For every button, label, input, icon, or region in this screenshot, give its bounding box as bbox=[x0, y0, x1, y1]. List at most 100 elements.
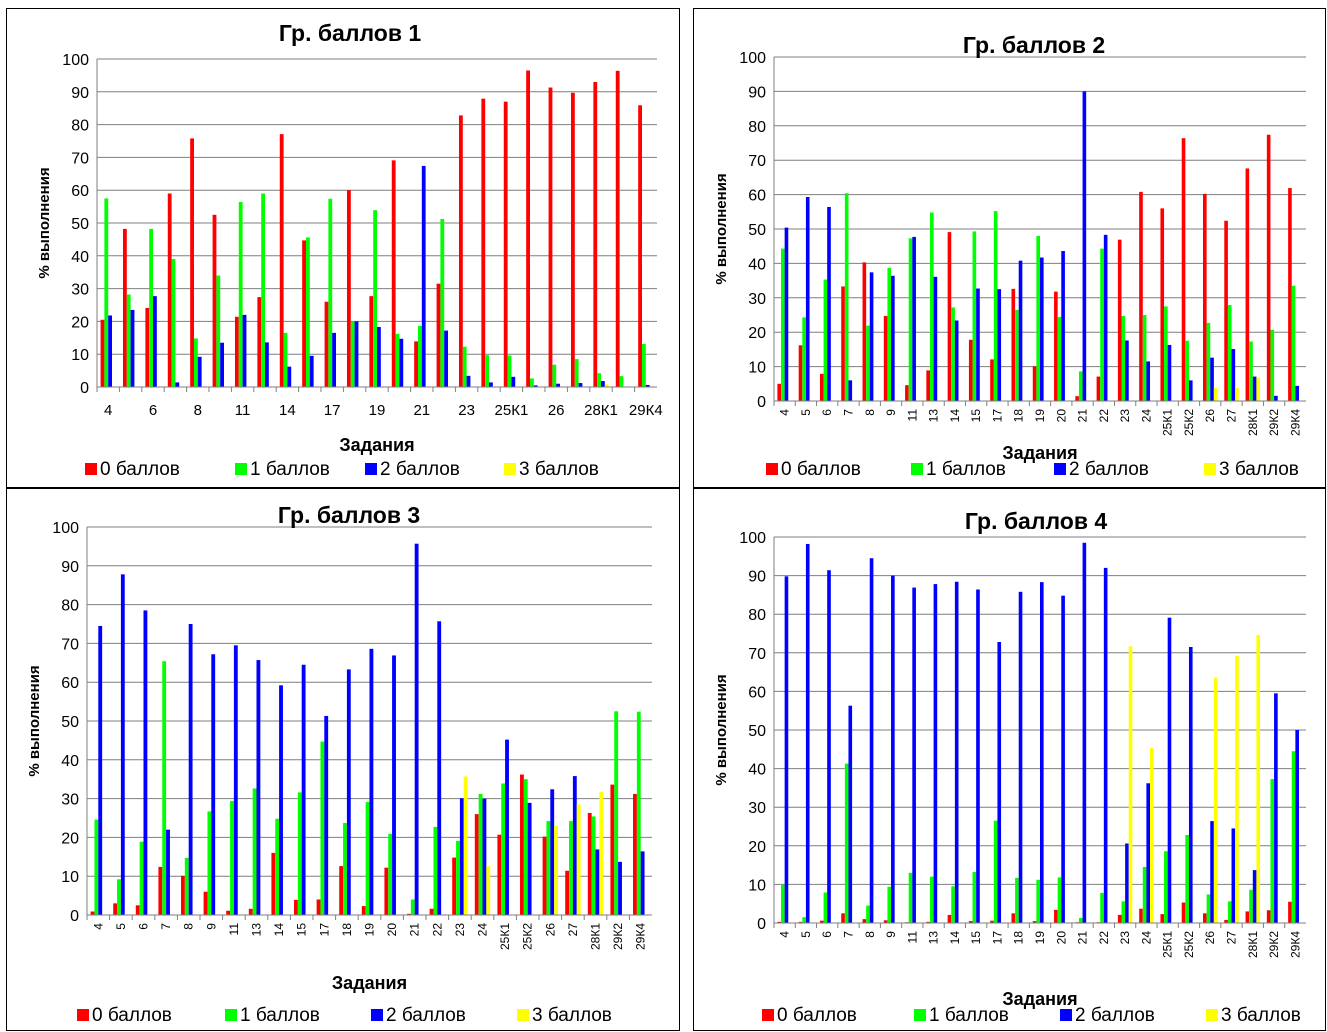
bar bbox=[230, 800, 234, 915]
bar bbox=[599, 792, 604, 915]
bar bbox=[190, 138, 194, 387]
bar bbox=[926, 921, 930, 923]
x-tick-label: 15 bbox=[969, 931, 983, 945]
x-tick-label: 25К1 bbox=[495, 402, 529, 419]
bar bbox=[1206, 894, 1211, 923]
bar bbox=[437, 621, 442, 915]
legend-label: 3 баллов bbox=[1221, 1005, 1301, 1026]
bar bbox=[569, 821, 573, 915]
bar bbox=[990, 920, 994, 923]
chart-4: 0 10 20 30 40 50 60 70 80 90 100 4 5 6 7 8 9 11 13 14 15 17 18… bbox=[713, 508, 1306, 1026]
bar bbox=[1011, 288, 1016, 401]
bar bbox=[184, 857, 189, 915]
bar bbox=[591, 816, 596, 915]
bar bbox=[929, 212, 934, 401]
bar bbox=[1231, 349, 1236, 401]
bar bbox=[1100, 892, 1104, 923]
bar bbox=[388, 833, 393, 915]
bar bbox=[1057, 877, 1062, 923]
bar bbox=[802, 917, 806, 923]
x-tick-label: 24 bbox=[1139, 409, 1153, 423]
bar bbox=[1256, 635, 1261, 923]
chart-title: Гр. баллов 4 bbox=[965, 508, 1107, 534]
bar bbox=[819, 373, 824, 401]
bar bbox=[485, 355, 489, 387]
bar bbox=[283, 332, 288, 387]
x-tick-label: 25К1 bbox=[1161, 931, 1175, 958]
x-tick-label: 15 bbox=[295, 923, 309, 937]
bar bbox=[997, 289, 1002, 401]
y-axis-label: % выполнения bbox=[713, 173, 730, 284]
y-tick-label: 0 bbox=[757, 394, 766, 411]
bar bbox=[883, 920, 888, 923]
x-tick-label: 18 bbox=[340, 923, 354, 937]
bar bbox=[220, 342, 225, 387]
x-tick-label: 11 bbox=[905, 931, 919, 944]
bar bbox=[968, 921, 973, 923]
bar bbox=[301, 664, 306, 915]
bar bbox=[332, 332, 337, 387]
bar bbox=[463, 776, 468, 915]
bar bbox=[1103, 567, 1108, 923]
bar bbox=[947, 914, 952, 923]
bar bbox=[619, 376, 624, 387]
bar bbox=[972, 872, 977, 923]
bar bbox=[1224, 220, 1228, 401]
bar bbox=[440, 219, 445, 387]
y-tick-label: 20 bbox=[748, 325, 766, 342]
bar bbox=[1015, 877, 1019, 923]
x-tick-label: 14 bbox=[948, 409, 962, 423]
x-tick-label: 28К1 bbox=[1246, 931, 1260, 958]
bar bbox=[1164, 306, 1168, 401]
bar bbox=[1245, 168, 1250, 401]
bar bbox=[908, 872, 913, 923]
bar bbox=[1078, 371, 1083, 401]
bar bbox=[407, 913, 411, 915]
bar bbox=[126, 294, 131, 387]
y-tick-label: 10 bbox=[748, 877, 766, 894]
bar bbox=[143, 610, 148, 915]
bar bbox=[149, 228, 153, 387]
bar bbox=[158, 866, 163, 915]
bar bbox=[1054, 909, 1058, 923]
x-tick-label: 23 bbox=[453, 923, 467, 937]
bar bbox=[1266, 910, 1271, 923]
bar bbox=[527, 802, 532, 915]
bar bbox=[354, 321, 359, 387]
x-tick-label: 13 bbox=[927, 409, 941, 423]
bar bbox=[610, 784, 615, 915]
bar bbox=[145, 307, 150, 387]
x-axis-label: Задания bbox=[1002, 989, 1077, 1009]
bar bbox=[1167, 344, 1172, 401]
x-tick-label: 24 bbox=[476, 923, 490, 937]
bar bbox=[1252, 870, 1257, 923]
bar bbox=[482, 798, 487, 915]
y-tick-label: 0 bbox=[757, 916, 766, 933]
y-tick-label: 20 bbox=[61, 830, 79, 847]
bar bbox=[997, 641, 1002, 923]
y-tick-label: 80 bbox=[61, 598, 79, 615]
bar bbox=[645, 385, 650, 387]
bar bbox=[501, 783, 506, 915]
bar bbox=[511, 376, 516, 387]
bar bbox=[414, 543, 419, 915]
x-tick-label: 23 bbox=[1118, 931, 1132, 945]
legend-label: 2 баллов bbox=[1069, 459, 1149, 480]
bar bbox=[1103, 234, 1108, 401]
bar bbox=[466, 375, 471, 387]
bar bbox=[1295, 385, 1299, 401]
bar bbox=[417, 325, 422, 387]
bar bbox=[1185, 834, 1189, 923]
y-tick-label: 0 bbox=[80, 380, 89, 397]
bar bbox=[1227, 901, 1232, 923]
x-tick-label: 22 bbox=[430, 923, 444, 937]
x-tick-label: 22 bbox=[1097, 931, 1111, 945]
bar bbox=[100, 319, 105, 387]
bar bbox=[866, 325, 870, 401]
x-tick-label: 7 bbox=[159, 923, 173, 930]
bar bbox=[597, 373, 601, 387]
bar bbox=[554, 825, 558, 915]
bar bbox=[211, 654, 216, 915]
bar bbox=[302, 240, 306, 387]
bar bbox=[481, 98, 486, 388]
